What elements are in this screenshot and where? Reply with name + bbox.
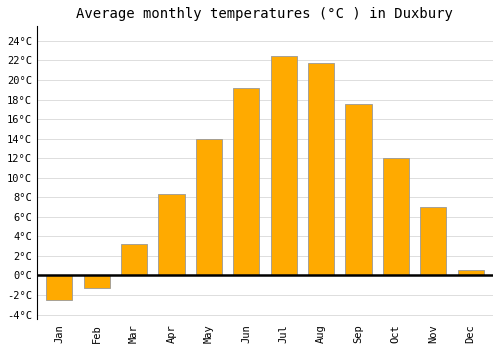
Bar [121, 244, 147, 275]
Bar [382, 158, 409, 275]
Bar [196, 139, 222, 275]
Bar [270, 56, 296, 275]
Bar [158, 194, 184, 275]
Bar [420, 207, 446, 275]
Bar [84, 275, 110, 288]
Bar [458, 270, 483, 275]
Bar [308, 63, 334, 275]
Bar [346, 104, 372, 275]
Title: Average monthly temperatures (°C ) in Duxbury: Average monthly temperatures (°C ) in Du… [76, 7, 454, 21]
Bar [46, 275, 72, 300]
Bar [233, 88, 260, 275]
